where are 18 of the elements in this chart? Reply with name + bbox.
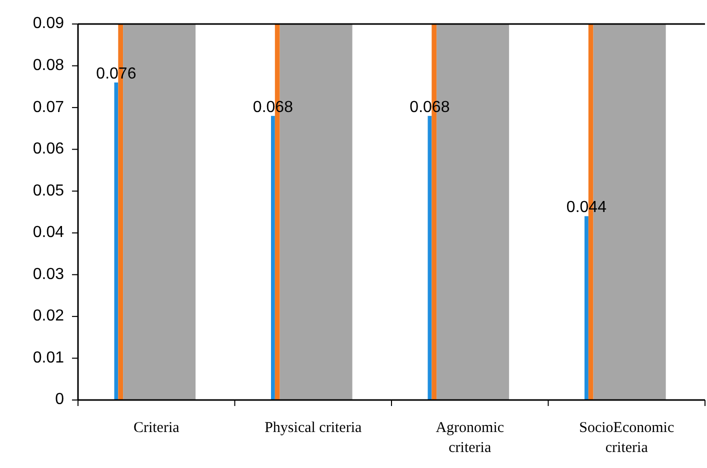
bar	[114, 82, 118, 400]
x-tick-label: Physical criteria	[264, 420, 362, 436]
y-tick-label: 0.05	[32, 182, 64, 200]
bar	[584, 216, 588, 400]
bar	[428, 116, 432, 400]
x-tick-label: Criteria	[133, 420, 180, 436]
x-tick-label: Agronomic criteria	[436, 420, 504, 456]
y-tick-label: 0.07	[32, 98, 64, 116]
y-tick-label: 0.09	[32, 15, 64, 32]
y-tick-label: 0.01	[32, 349, 64, 366]
y-tick-label: 0.08	[32, 56, 64, 74]
y-tick-label: 0.03	[32, 266, 64, 283]
bar	[271, 116, 275, 400]
y-tick-label: 0	[55, 391, 64, 408]
y-tick-label: 0.02	[32, 308, 64, 325]
x-tick-label: SocioEconomic criteria	[579, 420, 674, 456]
y-tick-label: 0.06	[32, 140, 64, 158]
y-tick-label: 0.04	[32, 224, 64, 242]
